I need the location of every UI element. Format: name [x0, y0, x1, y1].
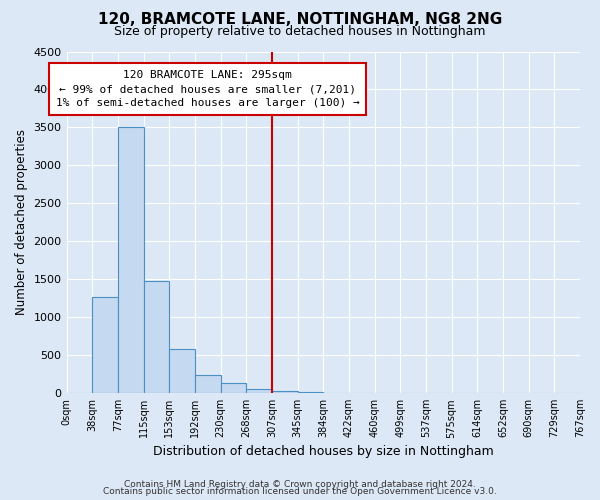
Text: Contains HM Land Registry data © Crown copyright and database right 2024.: Contains HM Land Registry data © Crown c… — [124, 480, 476, 489]
Bar — [92, 297, 118, 393]
Bar — [118, 128, 143, 393]
Text: Contains public sector information licensed under the Open Government Licence v3: Contains public sector information licen… — [103, 487, 497, 496]
Bar — [272, 390, 298, 393]
Text: 120, BRAMCOTE LANE, NOTTINGHAM, NG8 2NG: 120, BRAMCOTE LANE, NOTTINGHAM, NG8 2NG — [98, 12, 502, 28]
Bar — [246, 389, 272, 393]
Text: Size of property relative to detached houses in Nottingham: Size of property relative to detached ho… — [114, 25, 486, 38]
X-axis label: Distribution of detached houses by size in Nottingham: Distribution of detached houses by size … — [153, 444, 494, 458]
Bar — [143, 281, 169, 393]
Text: 120 BRAMCOTE LANE: 295sqm
← 99% of detached houses are smaller (7,201)
1% of sem: 120 BRAMCOTE LANE: 295sqm ← 99% of detac… — [56, 70, 359, 108]
Bar — [195, 375, 221, 393]
Bar — [221, 384, 246, 393]
Y-axis label: Number of detached properties: Number of detached properties — [15, 130, 28, 316]
Bar — [298, 392, 323, 393]
Bar — [169, 349, 195, 393]
